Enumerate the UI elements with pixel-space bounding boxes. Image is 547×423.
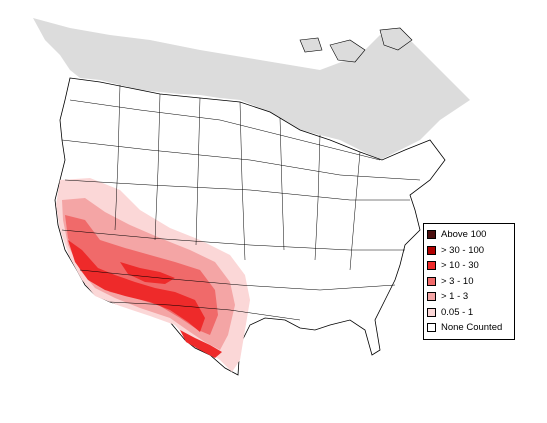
abundance-region-10-30 bbox=[68, 240, 222, 358]
legend-item-above-100: Above 100 bbox=[427, 227, 511, 243]
legend-label: None Counted bbox=[441, 322, 503, 333]
legend-swatch bbox=[427, 307, 436, 317]
no-data-region bbox=[33, 18, 470, 160]
legend-label: Above 100 bbox=[441, 229, 487, 240]
legend-item-3-10: > 3 - 10 bbox=[427, 274, 511, 290]
legend-item-0-05-1: 0.05 - 1 bbox=[427, 305, 511, 321]
legend-swatch bbox=[427, 261, 436, 271]
legend-item-30-100: > 30 - 100 bbox=[427, 243, 511, 259]
legend-item-none-counted: None Counted bbox=[427, 320, 511, 336]
legend-swatch bbox=[427, 292, 436, 302]
legend-swatch bbox=[427, 323, 436, 333]
legend-swatch bbox=[427, 230, 436, 240]
boundary-lines bbox=[61, 84, 421, 321]
legend-label: 0.05 - 1 bbox=[441, 306, 474, 318]
arctic-islands bbox=[299, 27, 413, 63]
legend-item-1-3: > 1 - 3 bbox=[427, 289, 511, 305]
legend-label: > 1 - 3 bbox=[441, 291, 469, 302]
legend: Above 100 > 30 - 100 > 10 - 30 > 3 - 10 … bbox=[423, 223, 515, 340]
legend-item-10-30: > 10 - 30 bbox=[427, 258, 511, 274]
legend-label: > 3 - 10 bbox=[441, 275, 474, 287]
legend-swatch bbox=[427, 276, 436, 286]
legend-label: > 30 - 100 bbox=[441, 244, 485, 256]
legend-swatch bbox=[427, 245, 436, 255]
legend-label: > 10 - 30 bbox=[441, 260, 479, 271]
